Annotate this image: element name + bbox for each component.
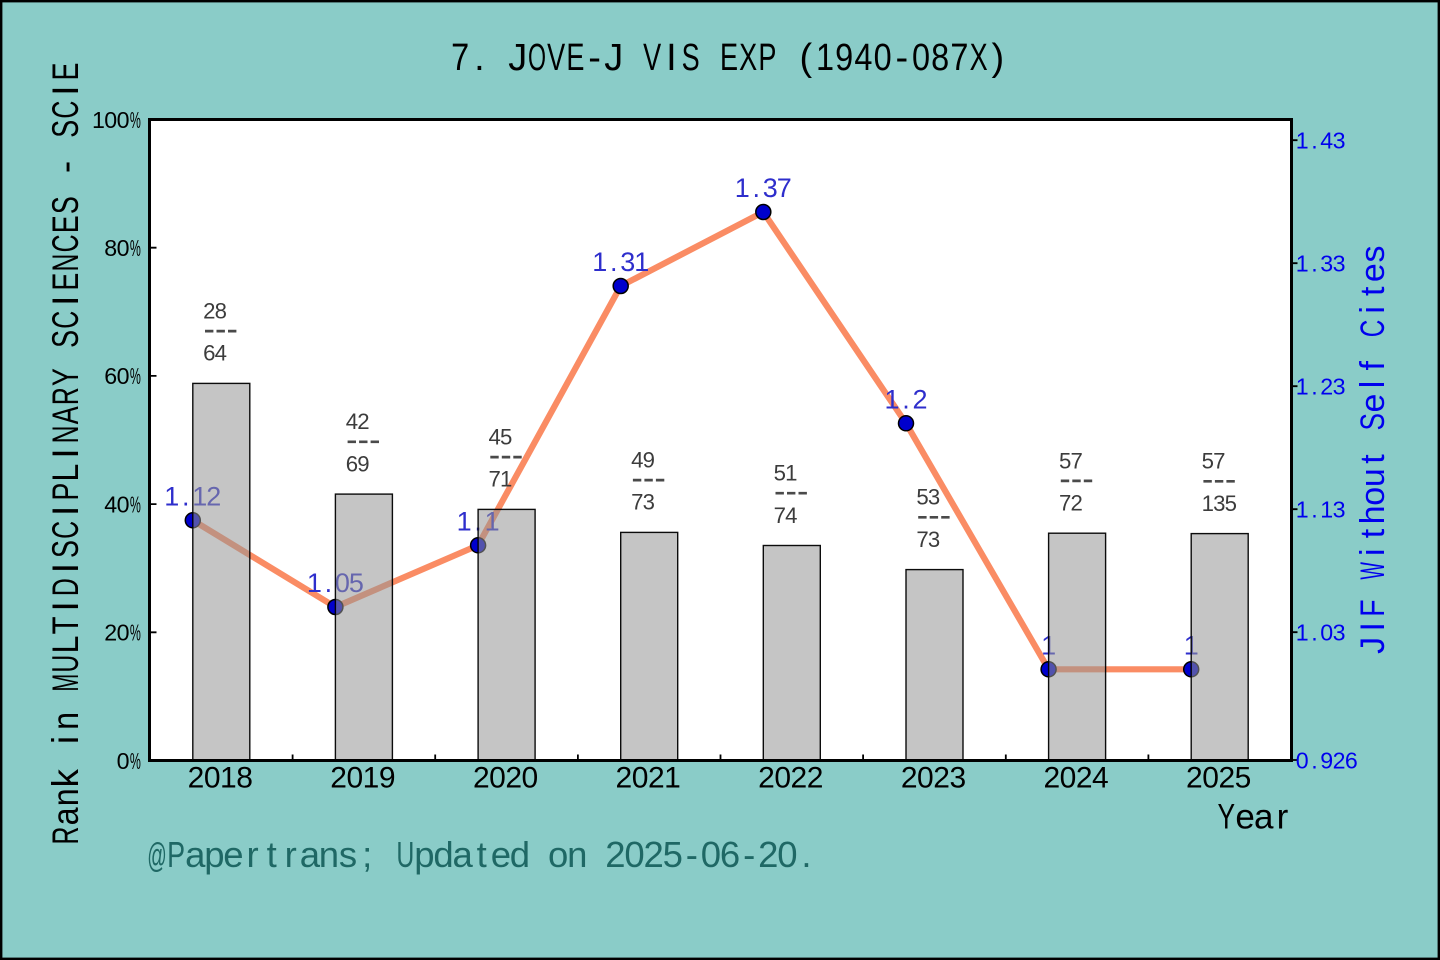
svg-text:%: % — [130, 107, 141, 133]
svg-text:57: 57 — [1202, 449, 1226, 474]
svg-text:0: 0 — [874, 37, 892, 79]
svg-text:C: C — [1354, 320, 1392, 338]
svg-text:1.03: 1.03 — [1296, 620, 1346, 646]
svg-text:45: 45 — [488, 425, 512, 450]
svg-text:1.23: 1.23 — [1296, 374, 1346, 400]
svg-text:N: N — [45, 254, 86, 272]
svg-text:2019: 2019 — [330, 762, 395, 795]
svg-text:60: 60 — [104, 363, 129, 389]
svg-text:100: 100 — [92, 107, 130, 133]
svg-text:69: 69 — [346, 451, 370, 476]
svg-text:X: X — [970, 37, 988, 79]
svg-text:7: 7 — [950, 37, 968, 79]
svg-text:V: V — [643, 37, 662, 79]
svg-text:80: 80 — [104, 235, 129, 261]
svg-text:U: U — [45, 655, 86, 673]
svg-text:%: % — [130, 748, 141, 774]
svg-text:49: 49 — [631, 448, 655, 473]
svg-text:2020: 2020 — [473, 762, 538, 795]
svg-text:P: P — [758, 37, 776, 79]
svg-text:2018: 2018 — [188, 762, 253, 795]
svg-text:1.33: 1.33 — [1296, 251, 1346, 277]
svg-text:2021: 2021 — [616, 762, 681, 795]
svg-text:V: V — [547, 37, 566, 79]
svg-text:L: L — [45, 464, 86, 482]
svg-text:0.926: 0.926 — [1296, 747, 1358, 773]
svg-text:P: P — [167, 834, 185, 875]
svg-text:E: E — [45, 273, 86, 291]
svg-text:20: 20 — [104, 620, 129, 646]
svg-text:C: C — [45, 101, 86, 119]
svg-text:S: S — [1354, 413, 1392, 431]
svg-text:C: C — [45, 521, 86, 539]
svg-text:n: n — [45, 788, 86, 806]
svg-text:S: S — [45, 120, 86, 138]
svg-text:S: S — [45, 196, 86, 214]
svg-text:R: R — [45, 827, 86, 845]
svg-text:Y: Y — [1218, 798, 1236, 837]
svg-text:S: S — [682, 37, 700, 79]
svg-text:W: W — [1354, 562, 1392, 580]
svg-text:1: 1 — [816, 37, 834, 79]
svg-text:E: E — [566, 37, 584, 79]
svg-text:%: % — [130, 620, 141, 646]
svg-text:%: % — [130, 235, 141, 261]
svg-text:72: 72 — [1059, 491, 1083, 516]
svg-text:O: O — [528, 37, 546, 79]
svg-text:71: 71 — [488, 467, 512, 492]
svg-text:73: 73 — [916, 527, 940, 552]
svg-text:apertrans;pdatedon2025-06-20.: apertrans;pdatedon2025-06-20. — [185, 834, 811, 875]
svg-text:P: P — [45, 483, 86, 501]
svg-text:C: C — [45, 311, 86, 329]
svg-text:0: 0 — [912, 37, 930, 79]
svg-text:28: 28 — [203, 299, 227, 324]
svg-text:9: 9 — [835, 37, 853, 79]
svg-text:8: 8 — [931, 37, 949, 79]
svg-text:R: R — [45, 387, 86, 405]
svg-text:2022: 2022 — [758, 762, 823, 795]
svg-text:1.31: 1.31 — [592, 247, 649, 277]
svg-text:1.13: 1.13 — [1296, 497, 1346, 523]
svg-text:n: n — [45, 712, 86, 730]
svg-text:Y: Y — [45, 368, 86, 386]
svg-text:S: S — [45, 540, 86, 558]
svg-text:2024: 2024 — [1043, 762, 1108, 795]
svg-text:L: L — [45, 636, 86, 654]
svg-text:@: @ — [147, 837, 167, 875]
svg-text:1.43: 1.43 — [1296, 128, 1346, 154]
svg-text:D: D — [45, 578, 86, 596]
svg-text:57: 57 — [1059, 448, 1083, 473]
svg-text:4: 4 — [854, 37, 872, 79]
svg-text:X: X — [739, 37, 757, 79]
svg-text:T: T — [45, 616, 86, 634]
svg-text:A: A — [45, 406, 86, 424]
svg-text:73: 73 — [631, 490, 655, 515]
svg-text:E: E — [45, 63, 86, 81]
svg-text:53: 53 — [916, 485, 940, 510]
svg-text:%: % — [130, 363, 141, 389]
svg-text:C: C — [45, 234, 86, 252]
svg-text:2025: 2025 — [1186, 762, 1251, 795]
svg-text:N: N — [45, 425, 86, 443]
svg-text:S: S — [45, 330, 86, 348]
svg-text:1.37: 1.37 — [735, 173, 792, 203]
svg-text:ear: ear — [1235, 798, 1288, 837]
svg-text:F: F — [1354, 599, 1392, 617]
svg-text:42: 42 — [346, 409, 370, 434]
svg-text:51: 51 — [774, 461, 798, 486]
svg-text:M: M — [45, 674, 86, 692]
svg-text:%: % — [130, 491, 141, 517]
svg-text:74: 74 — [774, 503, 798, 528]
svg-text:a: a — [45, 807, 86, 825]
svg-text:7: 7 — [451, 37, 469, 79]
svg-text:64: 64 — [203, 341, 227, 366]
svg-text:U: U — [396, 834, 414, 875]
svg-text:0: 0 — [117, 748, 130, 774]
svg-text:135: 135 — [1202, 491, 1237, 516]
svg-text:2023: 2023 — [901, 762, 966, 795]
svg-text:E: E — [45, 215, 86, 233]
svg-text:40: 40 — [104, 491, 129, 517]
svg-text:E: E — [720, 37, 738, 79]
svg-text:1.2: 1.2 — [884, 384, 927, 414]
